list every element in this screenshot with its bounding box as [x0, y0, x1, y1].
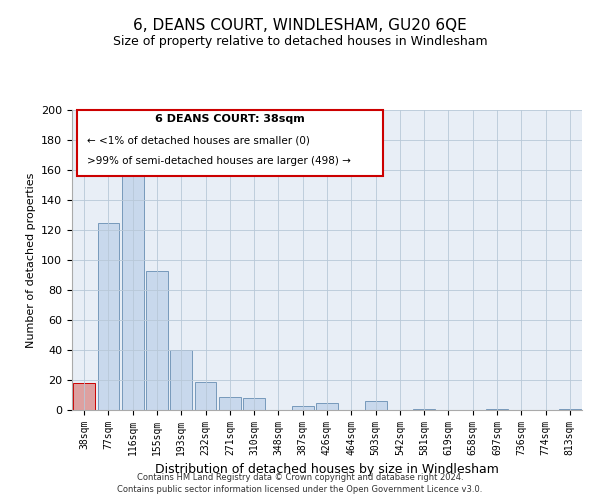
Text: Contains HM Land Registry data © Crown copyright and database right 2024.: Contains HM Land Registry data © Crown c… [137, 472, 463, 482]
Bar [97, 222, 119, 410]
Bar [365, 401, 386, 410]
FancyBboxPatch shape [77, 110, 383, 176]
Text: ← <1% of detached houses are smaller (0): ← <1% of detached houses are smaller (0) [88, 136, 310, 145]
Y-axis label: Number of detached properties: Number of detached properties [26, 172, 35, 348]
Text: >99% of semi-detached houses are larger (498) →: >99% of semi-detached houses are larger … [88, 156, 351, 166]
Bar [486, 408, 508, 410]
Bar [559, 408, 581, 410]
Bar [292, 406, 314, 410]
Text: 6 DEANS COURT: 38sqm: 6 DEANS COURT: 38sqm [155, 114, 305, 124]
Bar [146, 270, 168, 410]
Text: Contains public sector information licensed under the Open Government Licence v3: Contains public sector information licen… [118, 485, 482, 494]
Text: 6, DEANS COURT, WINDLESHAM, GU20 6QE: 6, DEANS COURT, WINDLESHAM, GU20 6QE [133, 18, 467, 32]
Bar [73, 383, 95, 410]
Bar [122, 170, 143, 410]
Text: Size of property relative to detached houses in Windlesham: Size of property relative to detached ho… [113, 35, 487, 48]
Bar [316, 402, 338, 410]
X-axis label: Distribution of detached houses by size in Windlesham: Distribution of detached houses by size … [155, 464, 499, 476]
Bar [413, 408, 435, 410]
Bar [219, 396, 241, 410]
Bar [243, 398, 265, 410]
Bar [170, 350, 192, 410]
Bar [194, 382, 217, 410]
